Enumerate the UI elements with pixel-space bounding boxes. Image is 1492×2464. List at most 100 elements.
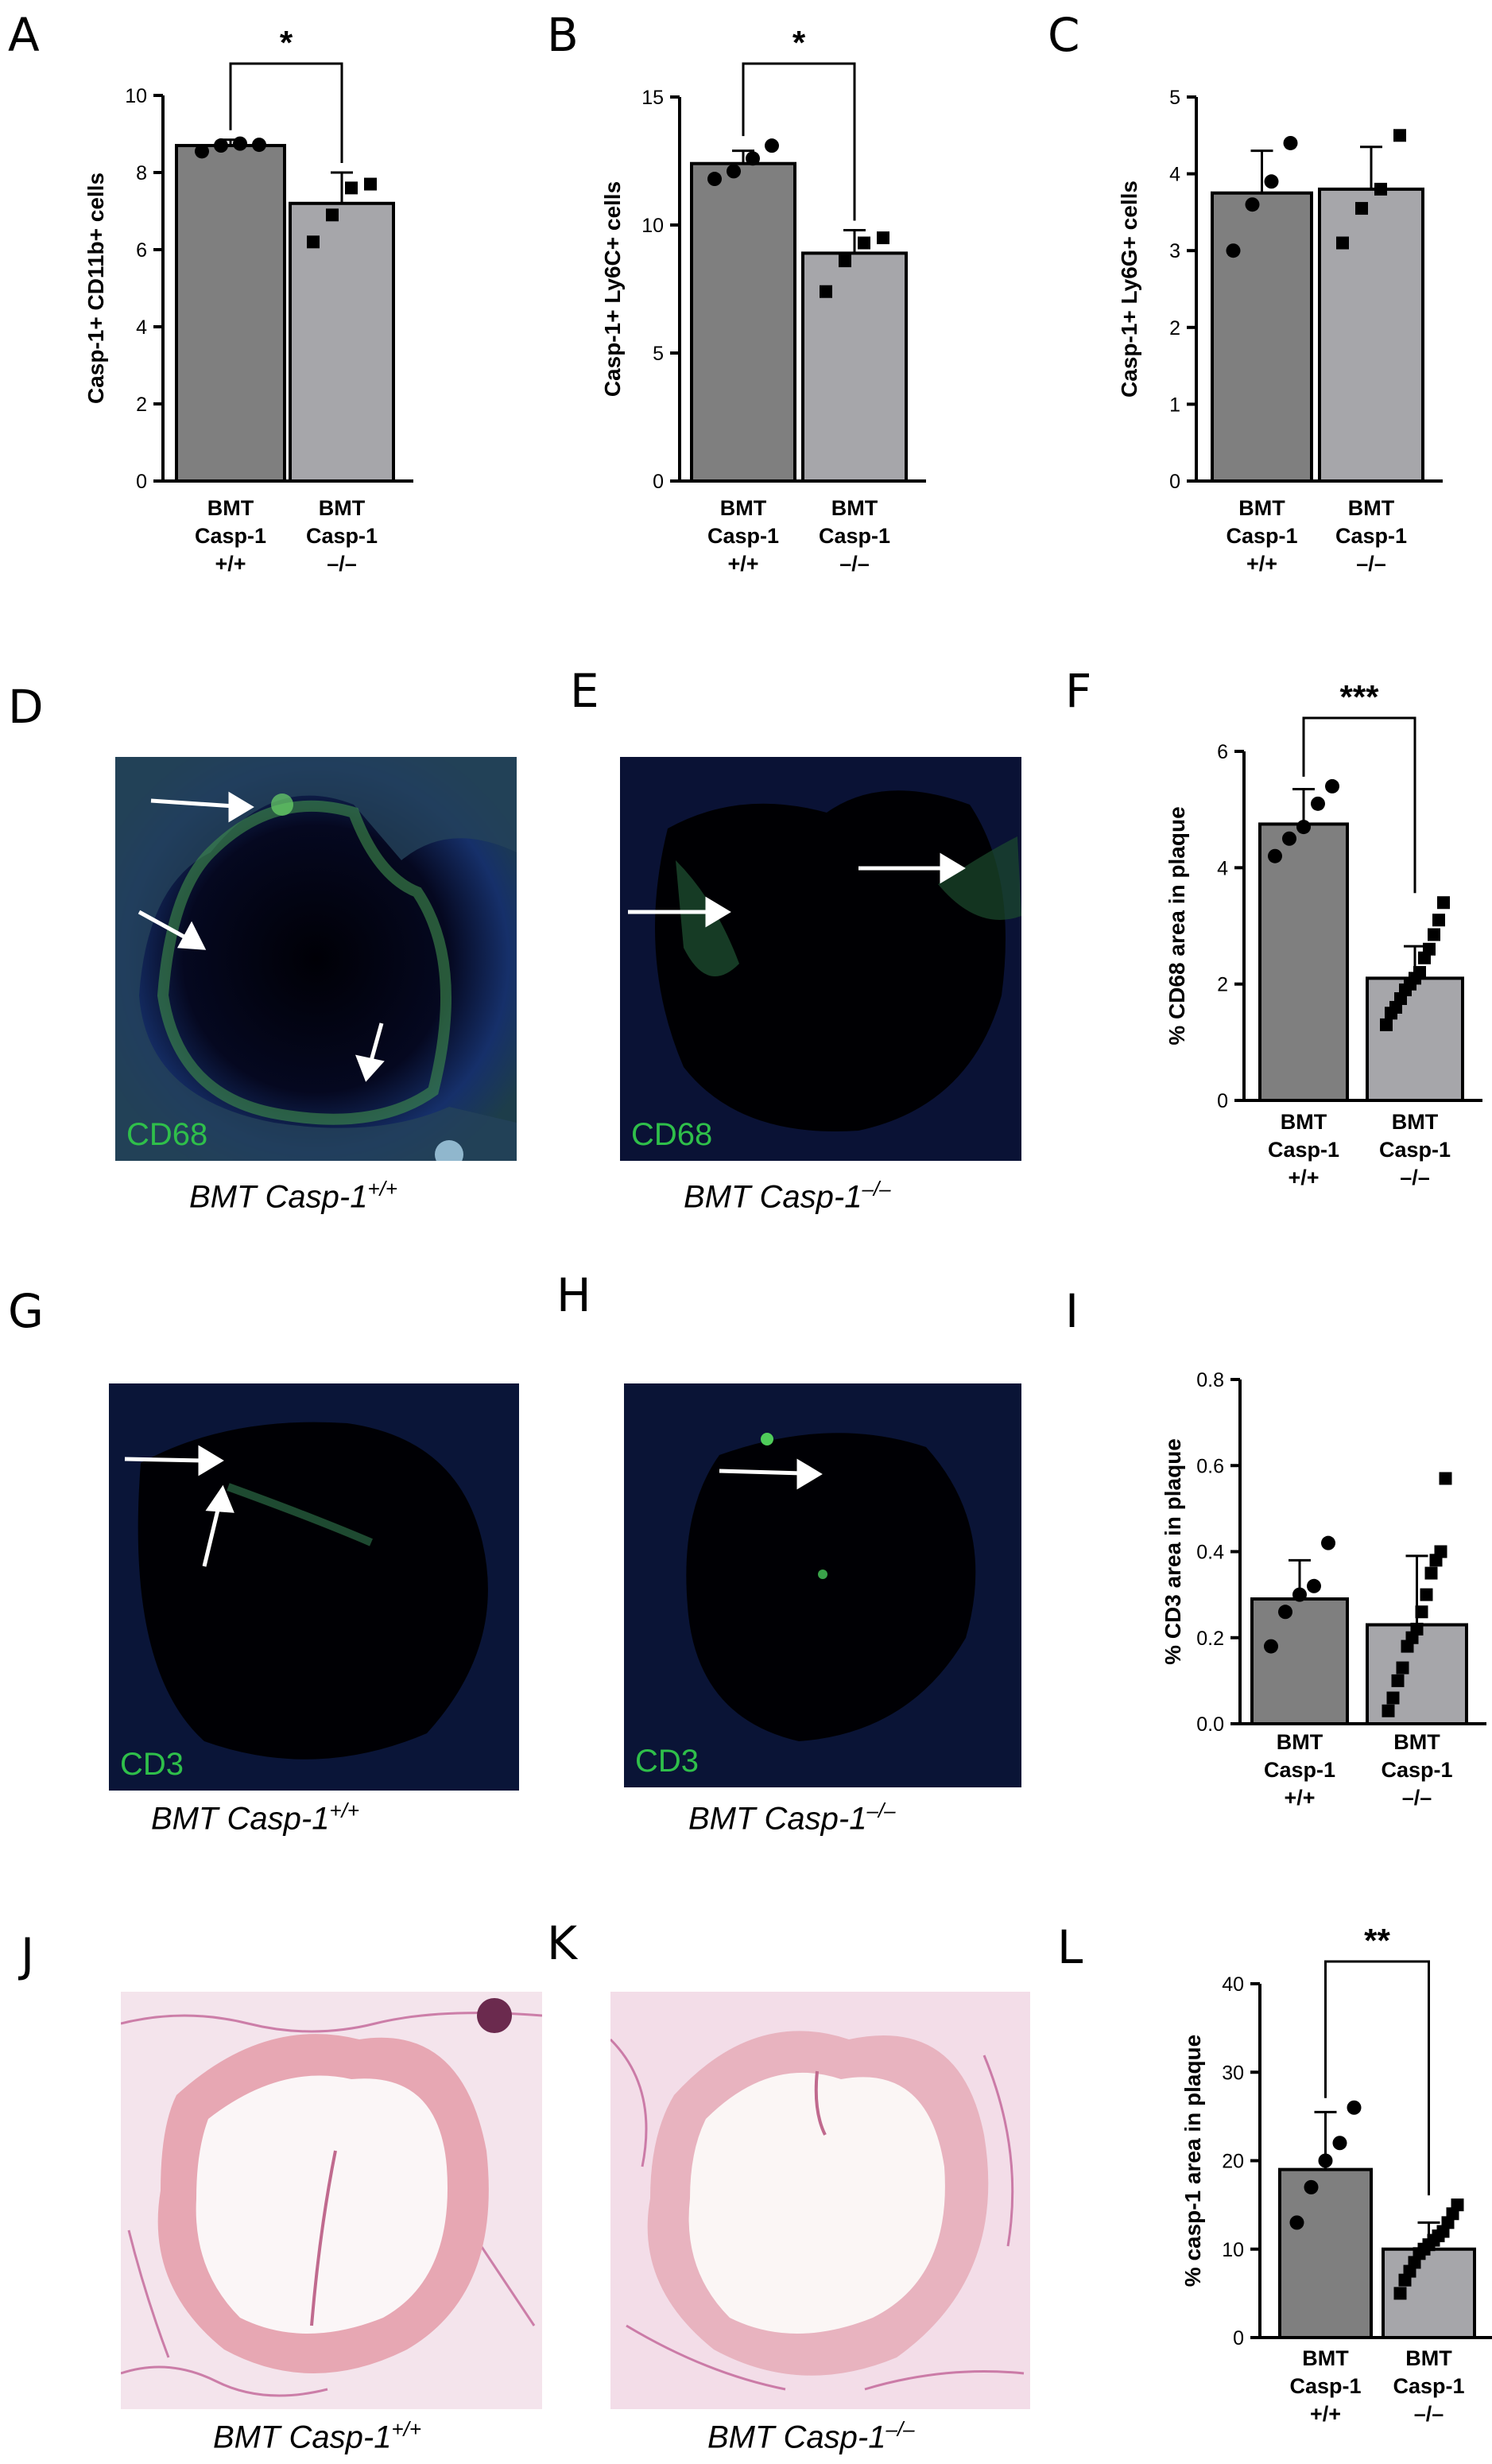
data-point-c [1336, 236, 1349, 250]
chart-f-group: 0 2 4 6 % CD68 area in plaque BMT Casp-1 +/+ BMT… [1165, 678, 1482, 1189]
category-label-i: BMT [1393, 1730, 1440, 1754]
data-point-l [1318, 2153, 1333, 2168]
category-label-l: –/– [1414, 2402, 1444, 2426]
bar-a-1 [175, 144, 286, 483]
y-axis-label-f: % CD68 area in plaque [1165, 806, 1189, 1045]
data-point-a [195, 144, 209, 159]
category-label-i: +/+ [1284, 1786, 1315, 1810]
data-point-i [1382, 1704, 1395, 1717]
data-point-i [1321, 1535, 1335, 1550]
y-tick-label-i: 0.8 [1196, 1369, 1224, 1391]
category-label-a: Casp-1 [195, 524, 266, 548]
data-point-c [1393, 129, 1406, 142]
y-tick-label-b: 10 [641, 215, 664, 237]
caption-h-sup: –/– [866, 1799, 896, 1822]
data-point-c [1245, 197, 1260, 212]
bar-l-1 [1278, 2167, 1373, 2339]
data-point-f [1282, 831, 1296, 846]
data-point-l [1393, 2287, 1407, 2300]
data-point-a [326, 208, 339, 222]
data-point-b [839, 254, 851, 268]
y-tick-label-c: 2 [1169, 317, 1180, 340]
y-tick-label-a: 6 [136, 239, 147, 262]
data-point-b [820, 285, 832, 298]
caption-k-sup: –/– [886, 2417, 915, 2441]
data-point-a [345, 181, 358, 195]
data-point-b [877, 231, 889, 245]
fluorescence-micrograph-icon [620, 757, 1021, 1161]
bar-c-1 [1211, 191, 1313, 483]
data-point-f [1380, 1018, 1393, 1031]
category-label-i: Casp-1 [1264, 1758, 1335, 1782]
significance-bracket-a [229, 62, 343, 163]
data-point-i [1307, 1578, 1321, 1593]
data-point-a [364, 177, 377, 191]
caption-k-text: BMT Casp-1 [707, 2419, 886, 2455]
panel-letter-c: C [1048, 8, 1080, 62]
category-label-c: BMT [1348, 496, 1395, 520]
panel-letter-a: A [8, 8, 40, 62]
category-label-l: BMT [1302, 2346, 1349, 2370]
histology-micrograph-icon [121, 1992, 542, 2409]
caption-d: BMT Casp-1+/+ [189, 1177, 397, 1215]
category-label-l: BMT [1405, 2346, 1452, 2370]
y-tick-label-b: 15 [641, 87, 664, 109]
data-point-f [1437, 896, 1450, 910]
panel-letter-f: F [1065, 664, 1092, 718]
y-tick-label-c: 3 [1169, 240, 1180, 262]
significance-bracket-l [1324, 1960, 1430, 2196]
y-axis-label-b: Casp-1+ Ly6C+ cells [600, 181, 625, 397]
data-point-i [1439, 1472, 1452, 1485]
category-label-b: +/+ [727, 552, 758, 576]
y-tick-label-c: 0 [1169, 471, 1180, 493]
y-tick-label-l: 10 [1222, 2239, 1244, 2261]
stain-label-h: CD3 [635, 1744, 699, 1779]
category-label-c: Casp-1 [1335, 524, 1407, 548]
data-point-a [252, 138, 266, 153]
caption-e: BMT Casp-1–/– [684, 1177, 891, 1215]
data-point-f [1268, 848, 1282, 863]
category-label-c: Casp-1 [1226, 524, 1297, 548]
data-point-i [1396, 1661, 1409, 1674]
data-point-a [214, 138, 228, 153]
data-point-l [1289, 2215, 1304, 2230]
panel-letter-e: E [570, 664, 599, 718]
data-point-i [1415, 1605, 1428, 1619]
y-tick-label-a: 10 [125, 85, 147, 107]
category-label-a: BMT [319, 496, 366, 520]
category-label-f: BMT [1392, 1110, 1439, 1134]
data-point-l [1451, 2198, 1464, 2212]
data-point-c [1264, 174, 1279, 189]
category-label-i: –/– [1402, 1786, 1432, 1810]
data-point-f [1413, 966, 1426, 980]
data-point-f [1432, 914, 1445, 927]
y-tick-label-i: 0.4 [1196, 1542, 1224, 1564]
category-label-b: BMT [720, 496, 767, 520]
caption-j-sup: +/+ [391, 2417, 422, 2441]
fluorescence-micrograph-icon [109, 1383, 519, 1791]
category-label-b: Casp-1 [819, 524, 890, 548]
category-label-l: Casp-1 [1289, 2374, 1361, 2398]
category-label-a: Casp-1 [306, 524, 378, 548]
category-label-a: BMT [207, 496, 254, 520]
y-tick-label-f: 6 [1217, 741, 1228, 763]
data-point-l [1332, 2136, 1347, 2151]
category-label-b: Casp-1 [707, 524, 779, 548]
data-point-b [707, 172, 722, 187]
panel-letter-j: J [21, 1928, 35, 1982]
bar-a-2 [289, 201, 395, 483]
data-point-f [1423, 942, 1436, 956]
category-label-c: BMT [1238, 496, 1285, 520]
chart-b-group: 0 5 10 15 Casp-1+ Ly6C+ cells BMT Casp-1 +/+ BMT… [600, 24, 926, 576]
category-label-f: Casp-1 [1268, 1138, 1339, 1162]
caption-j: BMT Casp-1+/+ [213, 2417, 421, 2455]
y-tick-label-f: 2 [1217, 974, 1228, 996]
data-point-i [1424, 1566, 1438, 1580]
fluorescence-micrograph-icon [624, 1383, 1021, 1787]
micrograph-h: CD3 [624, 1383, 1021, 1787]
caption-h-text: BMT Casp-1 [688, 1801, 867, 1837]
panel-letter-i: I [1065, 1284, 1079, 1338]
bar-c-2 [1318, 187, 1424, 483]
data-point-i [1386, 1691, 1400, 1705]
category-label-l: +/+ [1310, 2402, 1341, 2426]
